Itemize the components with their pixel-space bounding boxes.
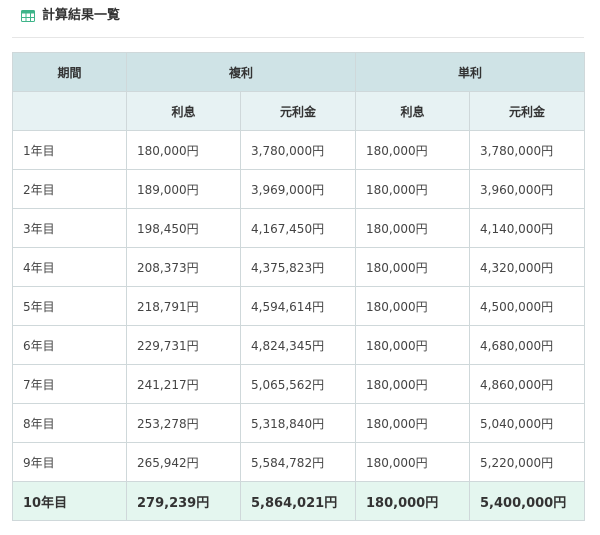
table-row: 8年目 253,278円 5,318,840円 180,000円 5,040,000円	[12, 403, 586, 443]
header-compound: 複利	[125, 52, 357, 92]
cell-simple-interest: 180,000円	[355, 325, 471, 365]
header-period: 期間	[12, 52, 127, 92]
cell-compound-total: 3,969,000円	[239, 169, 357, 209]
cell-simple-interest: 180,000円	[355, 169, 471, 209]
table-row: 2年目 189,000円 3,969,000円 180,000円 3,960,000円	[12, 169, 586, 209]
cell-compound-interest: 279,239円	[126, 481, 241, 521]
table-grid-icon	[21, 10, 35, 22]
cell-compound-interest: 253,278円	[126, 403, 241, 443]
cell-simple-total: 4,680,000円	[469, 325, 586, 365]
table-row: 7年目 241,217円 5,065,562円 180,000円 4,860,000円	[12, 364, 586, 404]
results-table: 期間 複利 単利 利息 元利金 利息 元利金 1年目 180,000円 3,780,…	[12, 52, 586, 521]
cell-simple-total: 3,960,000円	[469, 169, 586, 209]
results-header: 計算結果一覧	[0, 0, 600, 38]
cell-compound-total: 4,375,823円	[239, 247, 357, 287]
cell-compound-total: 3,780,000円	[239, 130, 357, 170]
cell-simple-interest: 180,000円	[355, 403, 471, 443]
table-row: 3年目 198,450円 4,167,450円 180,000円 4,140,000円	[12, 208, 586, 248]
cell-compound-interest: 189,000円	[126, 169, 241, 209]
header-simple: 単利	[355, 52, 586, 92]
cell-simple-interest: 180,000円	[355, 481, 471, 521]
cell-period: 9年目	[12, 442, 127, 482]
cell-compound-total: 4,594,614円	[239, 286, 357, 326]
cell-compound-total: 4,824,345円	[239, 325, 357, 365]
cell-period: 4年目	[12, 247, 127, 287]
cell-simple-interest: 180,000円	[355, 208, 471, 248]
cell-simple-total: 4,500,000円	[469, 286, 586, 326]
cell-simple-total: 4,140,000円	[469, 208, 586, 248]
header-compound-total: 元利金	[239, 91, 357, 131]
header-simple-interest: 利息	[355, 91, 471, 131]
table-row-final: 10年目 279,239円 5,864,021円 180,000円 5,400,000円	[12, 481, 586, 521]
cell-period: 2年目	[12, 169, 127, 209]
group-header-row: 期間 複利 単利	[12, 52, 586, 92]
cell-period: 5年目	[12, 286, 127, 326]
cell-compound-total: 4,167,450円	[239, 208, 357, 248]
cell-period: 7年目	[12, 364, 127, 404]
cell-period: 6年目	[12, 325, 127, 365]
cell-simple-interest: 180,000円	[355, 286, 471, 326]
results-body: 1年目 180,000円 3,780,000円 180,000円 3,780,000円 2…	[12, 130, 586, 521]
table-row: 4年目 208,373円 4,375,823円 180,000円 4,320,000円	[12, 247, 586, 287]
cell-simple-total: 5,400,000円	[469, 481, 586, 521]
header-divider	[12, 37, 584, 38]
cell-simple-total: 4,860,000円	[469, 364, 586, 404]
cell-compound-interest: 229,731円	[126, 325, 241, 365]
cell-compound-total: 5,584,782円	[239, 442, 357, 482]
cell-simple-total: 5,220,000円	[469, 442, 586, 482]
cell-compound-interest: 218,791円	[126, 286, 241, 326]
table-row: 9年目 265,942円 5,584,782円 180,000円 5,220,000円	[12, 442, 586, 482]
cell-period: 1年目	[12, 130, 127, 170]
cell-simple-total: 5,040,000円	[469, 403, 586, 443]
cell-compound-interest: 265,942円	[126, 442, 241, 482]
cell-compound-interest: 208,373円	[126, 247, 241, 287]
cell-compound-interest: 198,450円	[126, 208, 241, 248]
table-row: 1年目 180,000円 3,780,000円 180,000円 3,780,000円	[12, 130, 586, 170]
cell-compound-total: 5,318,840円	[239, 403, 357, 443]
cell-simple-total: 4,320,000円	[469, 247, 586, 287]
table-row: 5年目 218,791円 4,594,614円 180,000円 4,500,000円	[12, 286, 586, 326]
cell-simple-total: 3,780,000円	[469, 130, 586, 170]
cell-compound-interest: 241,217円	[126, 364, 241, 404]
cell-compound-total: 5,065,562円	[239, 364, 357, 404]
cell-simple-interest: 180,000円	[355, 247, 471, 287]
results-title: 計算結果一覧	[42, 8, 121, 23]
cell-simple-interest: 180,000円	[355, 130, 471, 170]
cell-period: 8年目	[12, 403, 127, 443]
cell-simple-interest: 180,000円	[355, 442, 471, 482]
header-period-blank	[12, 91, 127, 131]
cell-period: 10年目	[12, 481, 127, 521]
header-simple-total: 元利金	[469, 91, 586, 131]
cell-compound-interest: 180,000円	[126, 130, 241, 170]
table-row: 6年目 229,731円 4,824,345円 180,000円 4,680,000円	[12, 325, 586, 365]
cell-simple-interest: 180,000円	[355, 364, 471, 404]
header-compound-interest: 利息	[126, 91, 241, 131]
cell-compound-total: 5,864,021円	[239, 481, 357, 521]
sub-header-row: 利息 元利金 利息 元利金	[12, 91, 586, 131]
cell-period: 3年目	[12, 208, 127, 248]
